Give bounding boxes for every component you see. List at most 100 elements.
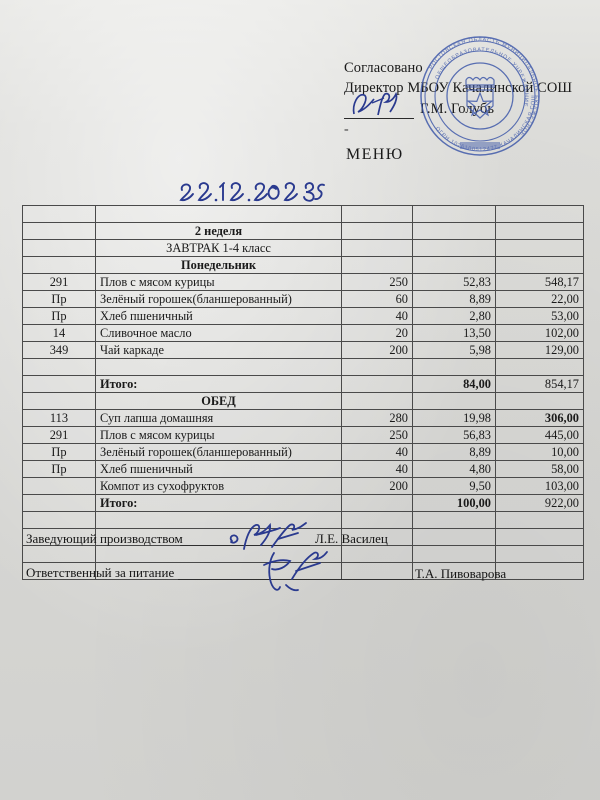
col-header-out [341, 205, 413, 223]
cell-rec: 291 [22, 273, 96, 291]
cell-price [412, 562, 496, 580]
menu-table-wrapper: 2 неделя ЗАВТРАК 1-4 класс Понедельник 291 П… [22, 205, 584, 580]
cell-name [95, 545, 342, 563]
table-row: Понедельник [22, 256, 584, 274]
cell-cal: 854,17 [495, 375, 584, 393]
cell-rec: 349 [22, 341, 96, 359]
col-header-rec [22, 205, 96, 223]
table-row: 291 Плов с мясом курицы 250 52,83 548,17 [22, 273, 584, 291]
cell-out [341, 239, 413, 257]
director-signature-row: Г.М. Голубь [344, 99, 594, 119]
cell-price [412, 222, 496, 240]
cell-rec: 291 [22, 426, 96, 444]
signature-rule [344, 103, 414, 119]
cell-name: Зелёный горошек(бланшерованный) [95, 443, 342, 461]
cell-name: ЗАВТРАК 1-4 класс [95, 239, 342, 257]
cell-rec: Пр [22, 307, 96, 325]
cell-price: 100,00 [412, 494, 496, 512]
cell-cal [495, 239, 584, 257]
cell-name: Понедельник [95, 256, 342, 274]
cell-cal [495, 256, 584, 274]
table-row [22, 562, 584, 580]
cell-cal: 306,00 [495, 409, 584, 427]
cell-rec [22, 511, 96, 529]
cell-cal [495, 358, 584, 376]
cell-cal: 445,00 [495, 426, 584, 444]
cell-cal [495, 528, 584, 546]
cell-out [341, 222, 413, 240]
cell-name: Хлеб пшеничный [95, 307, 342, 325]
table-row: 2 неделя [22, 222, 584, 240]
approval-dash: - [344, 122, 349, 137]
cell-price [412, 511, 496, 529]
table-header-row [22, 205, 584, 223]
director-line: Директор МБОУ Качалинской СОШ [344, 80, 573, 96]
cell-price: 84,00 [412, 375, 496, 393]
cell-out: 250 [341, 273, 413, 291]
table-row: Итого: 84,00 854,17 [22, 375, 584, 393]
nutrition-officer-name: Т.А. Пивоварова [415, 566, 507, 581]
cell-rec [22, 494, 96, 512]
approval-header: Согласовано Директор МБОУ Качалинской СО… [344, 58, 594, 119]
nutrition-officer-label: Ответственный за питание [26, 565, 175, 580]
cell-cal: 10,00 [495, 443, 584, 461]
table-row: Пр Хлеб пшеничный 40 2,80 53,00 [22, 307, 584, 325]
page-title: МЕНЮ [346, 146, 404, 163]
table-row: 291 Плов с мясом курицы 250 56,83 445,00 [22, 426, 584, 444]
cell-price: 52,83 [412, 273, 496, 291]
cell-out: 40 [341, 460, 413, 478]
cell-cal: 129,00 [495, 341, 584, 359]
cell-cal [495, 562, 584, 580]
cell-price: 5,98 [412, 341, 496, 359]
cell-name: Компот из сухофруктов [95, 477, 342, 495]
cell-out [341, 545, 413, 563]
cell-name: Итого: [95, 375, 342, 393]
cell-name: Плов с мясом курицы [95, 273, 342, 291]
cell-rec: 14 [22, 324, 96, 342]
cell-name: Зелёный горошек(бланшерованный) [95, 290, 342, 308]
cell-cal: 102,00 [495, 324, 584, 342]
cell-name: Суп лапша домашняя [95, 409, 342, 427]
col-header-cal [495, 205, 584, 223]
table-row: Итого: 100,00 922,00 [22, 494, 584, 512]
cell-out: 20 [341, 324, 413, 342]
table-row [22, 358, 584, 376]
cell-cal: 922,00 [495, 494, 584, 512]
cell-name: Сливочное масло [95, 324, 342, 342]
cell-cal: 22,00 [495, 290, 584, 308]
cell-price [412, 239, 496, 257]
cell-cal: 58,00 [495, 460, 584, 478]
table-row: Пр Зелёный горошек(бланшерованный) 60 8,89 2… [22, 290, 584, 308]
cell-rec: Пр [22, 460, 96, 478]
approval-label: Согласовано [344, 60, 423, 76]
cell-price: 13,50 [412, 324, 496, 342]
cell-rec [22, 545, 96, 563]
cell-out: 280 [341, 409, 413, 427]
production-manager-name: Л.Е. Василец [315, 531, 388, 546]
cell-price [412, 545, 496, 563]
cell-rec [22, 222, 96, 240]
cell-cal [495, 545, 584, 563]
production-manager-rule [180, 545, 310, 546]
menu-table: 2 неделя ЗАВТРАК 1-4 класс Понедельник 291 П… [22, 205, 584, 580]
cell-rec [22, 256, 96, 274]
table-row: Компот из сухофруктов 200 9,50 103,00 [22, 477, 584, 495]
cell-price: 2,80 [412, 307, 496, 325]
cell-price [412, 256, 496, 274]
table-row: ЗАВТРАК 1-4 класс [22, 239, 584, 257]
cell-out: 200 [341, 341, 413, 359]
cell-name [95, 358, 342, 376]
cell-price: 56,83 [412, 426, 496, 444]
cell-out [341, 511, 413, 529]
col-header-price [412, 205, 496, 223]
cell-out [341, 358, 413, 376]
menu-table-body: 2 неделя ЗАВТРАК 1-4 класс Понедельник 291 П… [22, 205, 584, 580]
cell-out: 40 [341, 307, 413, 325]
cell-price [412, 358, 496, 376]
cell-name: Плов с мясом курицы [95, 426, 342, 444]
cell-rec [22, 562, 96, 580]
cell-cal: 53,00 [495, 307, 584, 325]
cell-out [341, 256, 413, 274]
cell-rec [22, 477, 96, 495]
